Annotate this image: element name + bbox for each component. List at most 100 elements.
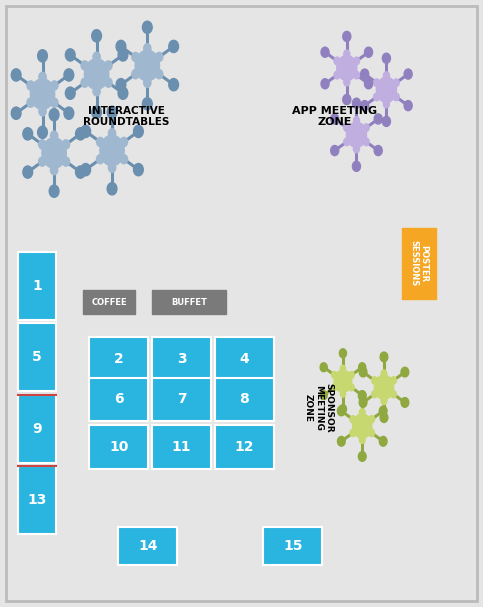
Circle shape: [363, 124, 369, 132]
Circle shape: [156, 52, 163, 61]
Circle shape: [344, 50, 350, 58]
Circle shape: [381, 370, 387, 378]
Circle shape: [359, 436, 365, 443]
Text: 7: 7: [177, 392, 186, 407]
Text: COFFEE: COFFEE: [91, 298, 127, 307]
Circle shape: [38, 126, 47, 138]
Circle shape: [133, 125, 143, 138]
Circle shape: [359, 409, 365, 416]
Circle shape: [376, 77, 397, 103]
Circle shape: [332, 384, 337, 391]
Bar: [152, 337, 211, 381]
Circle shape: [92, 30, 101, 42]
Circle shape: [363, 138, 369, 146]
Circle shape: [374, 146, 382, 155]
Circle shape: [373, 93, 380, 101]
Circle shape: [353, 414, 372, 438]
Circle shape: [340, 405, 346, 413]
Circle shape: [108, 163, 116, 172]
Bar: [18, 252, 56, 320]
Circle shape: [358, 391, 366, 401]
Circle shape: [344, 78, 350, 86]
Circle shape: [358, 363, 366, 371]
Circle shape: [81, 163, 91, 176]
Circle shape: [380, 352, 388, 362]
Circle shape: [340, 390, 346, 397]
Circle shape: [343, 138, 350, 146]
Text: 15: 15: [283, 538, 302, 553]
Circle shape: [39, 72, 46, 81]
Bar: [152, 425, 211, 469]
Circle shape: [116, 78, 126, 91]
Circle shape: [321, 79, 329, 89]
Circle shape: [50, 166, 58, 175]
Circle shape: [379, 406, 387, 416]
Circle shape: [361, 69, 369, 79]
Circle shape: [27, 81, 34, 90]
Circle shape: [50, 131, 58, 140]
Bar: [18, 395, 56, 463]
Text: 12: 12: [235, 439, 254, 454]
Circle shape: [401, 398, 409, 407]
Circle shape: [320, 363, 327, 371]
Circle shape: [393, 79, 399, 87]
Circle shape: [343, 32, 351, 41]
Circle shape: [23, 166, 33, 178]
Bar: [215, 337, 274, 381]
Bar: [152, 378, 211, 421]
Circle shape: [404, 101, 412, 110]
Circle shape: [97, 155, 104, 164]
Circle shape: [38, 50, 47, 62]
Circle shape: [81, 78, 88, 87]
Circle shape: [120, 155, 128, 164]
Circle shape: [369, 429, 374, 436]
Circle shape: [49, 109, 59, 121]
Circle shape: [358, 452, 366, 461]
Circle shape: [143, 44, 151, 53]
Circle shape: [81, 125, 91, 138]
Circle shape: [100, 135, 124, 166]
Text: 10: 10: [109, 439, 128, 454]
Circle shape: [64, 69, 74, 81]
Circle shape: [379, 436, 387, 446]
Text: 9: 9: [32, 421, 42, 436]
Circle shape: [105, 78, 112, 87]
Circle shape: [116, 40, 126, 53]
Circle shape: [30, 79, 55, 109]
Text: 3: 3: [177, 351, 186, 366]
Bar: [118, 527, 177, 565]
Text: 13: 13: [27, 493, 47, 507]
Circle shape: [331, 114, 339, 124]
Circle shape: [65, 49, 75, 61]
Circle shape: [143, 78, 151, 87]
Circle shape: [132, 70, 139, 79]
Circle shape: [343, 95, 351, 104]
Circle shape: [361, 101, 369, 110]
Bar: [18, 323, 56, 391]
Circle shape: [142, 21, 152, 33]
Circle shape: [132, 52, 139, 61]
Bar: [89, 425, 148, 469]
Bar: [402, 228, 436, 299]
Circle shape: [85, 59, 109, 89]
Circle shape: [39, 157, 46, 166]
Circle shape: [23, 127, 33, 140]
Circle shape: [372, 377, 378, 384]
Circle shape: [39, 107, 46, 116]
Circle shape: [354, 117, 359, 124]
Circle shape: [338, 406, 345, 416]
Bar: [152, 290, 226, 314]
Circle shape: [81, 61, 88, 70]
Circle shape: [353, 161, 360, 171]
Circle shape: [380, 413, 388, 422]
Circle shape: [135, 50, 159, 81]
Circle shape: [384, 100, 389, 108]
Circle shape: [365, 47, 372, 57]
Circle shape: [64, 107, 74, 120]
Circle shape: [390, 377, 396, 384]
Text: APP MEETING
ZONE: APP MEETING ZONE: [292, 106, 377, 127]
Circle shape: [393, 93, 399, 101]
Text: BUFFET: BUFFET: [171, 298, 207, 307]
Circle shape: [350, 429, 356, 436]
Circle shape: [354, 71, 360, 79]
